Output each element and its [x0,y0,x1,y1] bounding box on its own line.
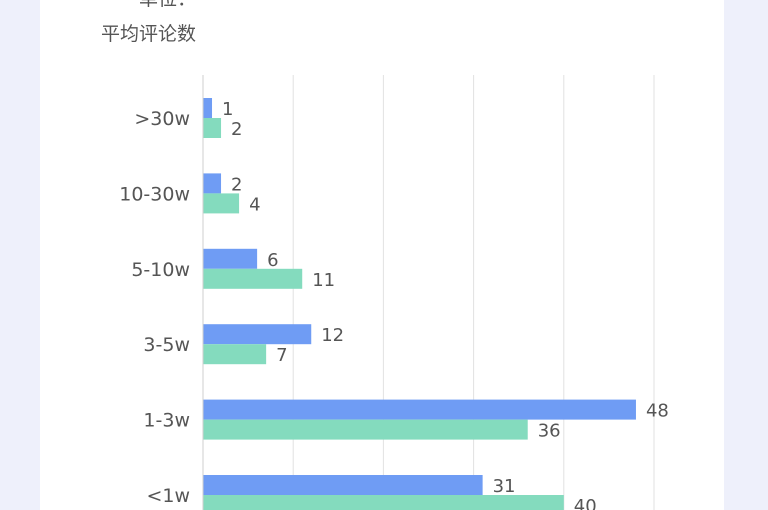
value-label: 4 [249,194,260,215]
bar-series-a [203,399,636,420]
bar-series-a [203,324,312,345]
value-label: 12 [321,325,344,346]
value-label: 31 [493,476,516,497]
category-label: >30w [134,108,190,130]
value-label: 11 [312,270,335,291]
category-label: 10-30w [119,183,190,205]
value-label: 36 [538,421,561,442]
bar-series-b [203,419,528,440]
category-label: 1-3w [143,410,190,432]
value-label: 6 [267,250,278,271]
bar-series-b [203,344,267,365]
category-label: 3-5w [143,334,190,356]
unit-label-line1: 单位： [139,0,196,13]
category-label: <1w [146,485,190,507]
category-label: 5-10w [131,259,190,281]
bar-series-a [203,173,222,194]
value-label: 40 [574,496,597,510]
value-label: 2 [231,174,242,195]
value-label: 2 [231,119,242,140]
bar-series-b [203,268,303,289]
value-label: 1 [222,99,233,120]
bar-series-b [203,495,564,510]
bar-series-a [203,98,213,118]
bar-series-b [203,193,240,214]
value-label: 7 [276,345,287,366]
bar-series-b [203,118,222,138]
bar-series-a [203,248,258,269]
unit-label-line2: 平均评论数 [100,23,196,45]
value-label: 48 [646,401,669,422]
bar-series-a [203,475,483,495]
